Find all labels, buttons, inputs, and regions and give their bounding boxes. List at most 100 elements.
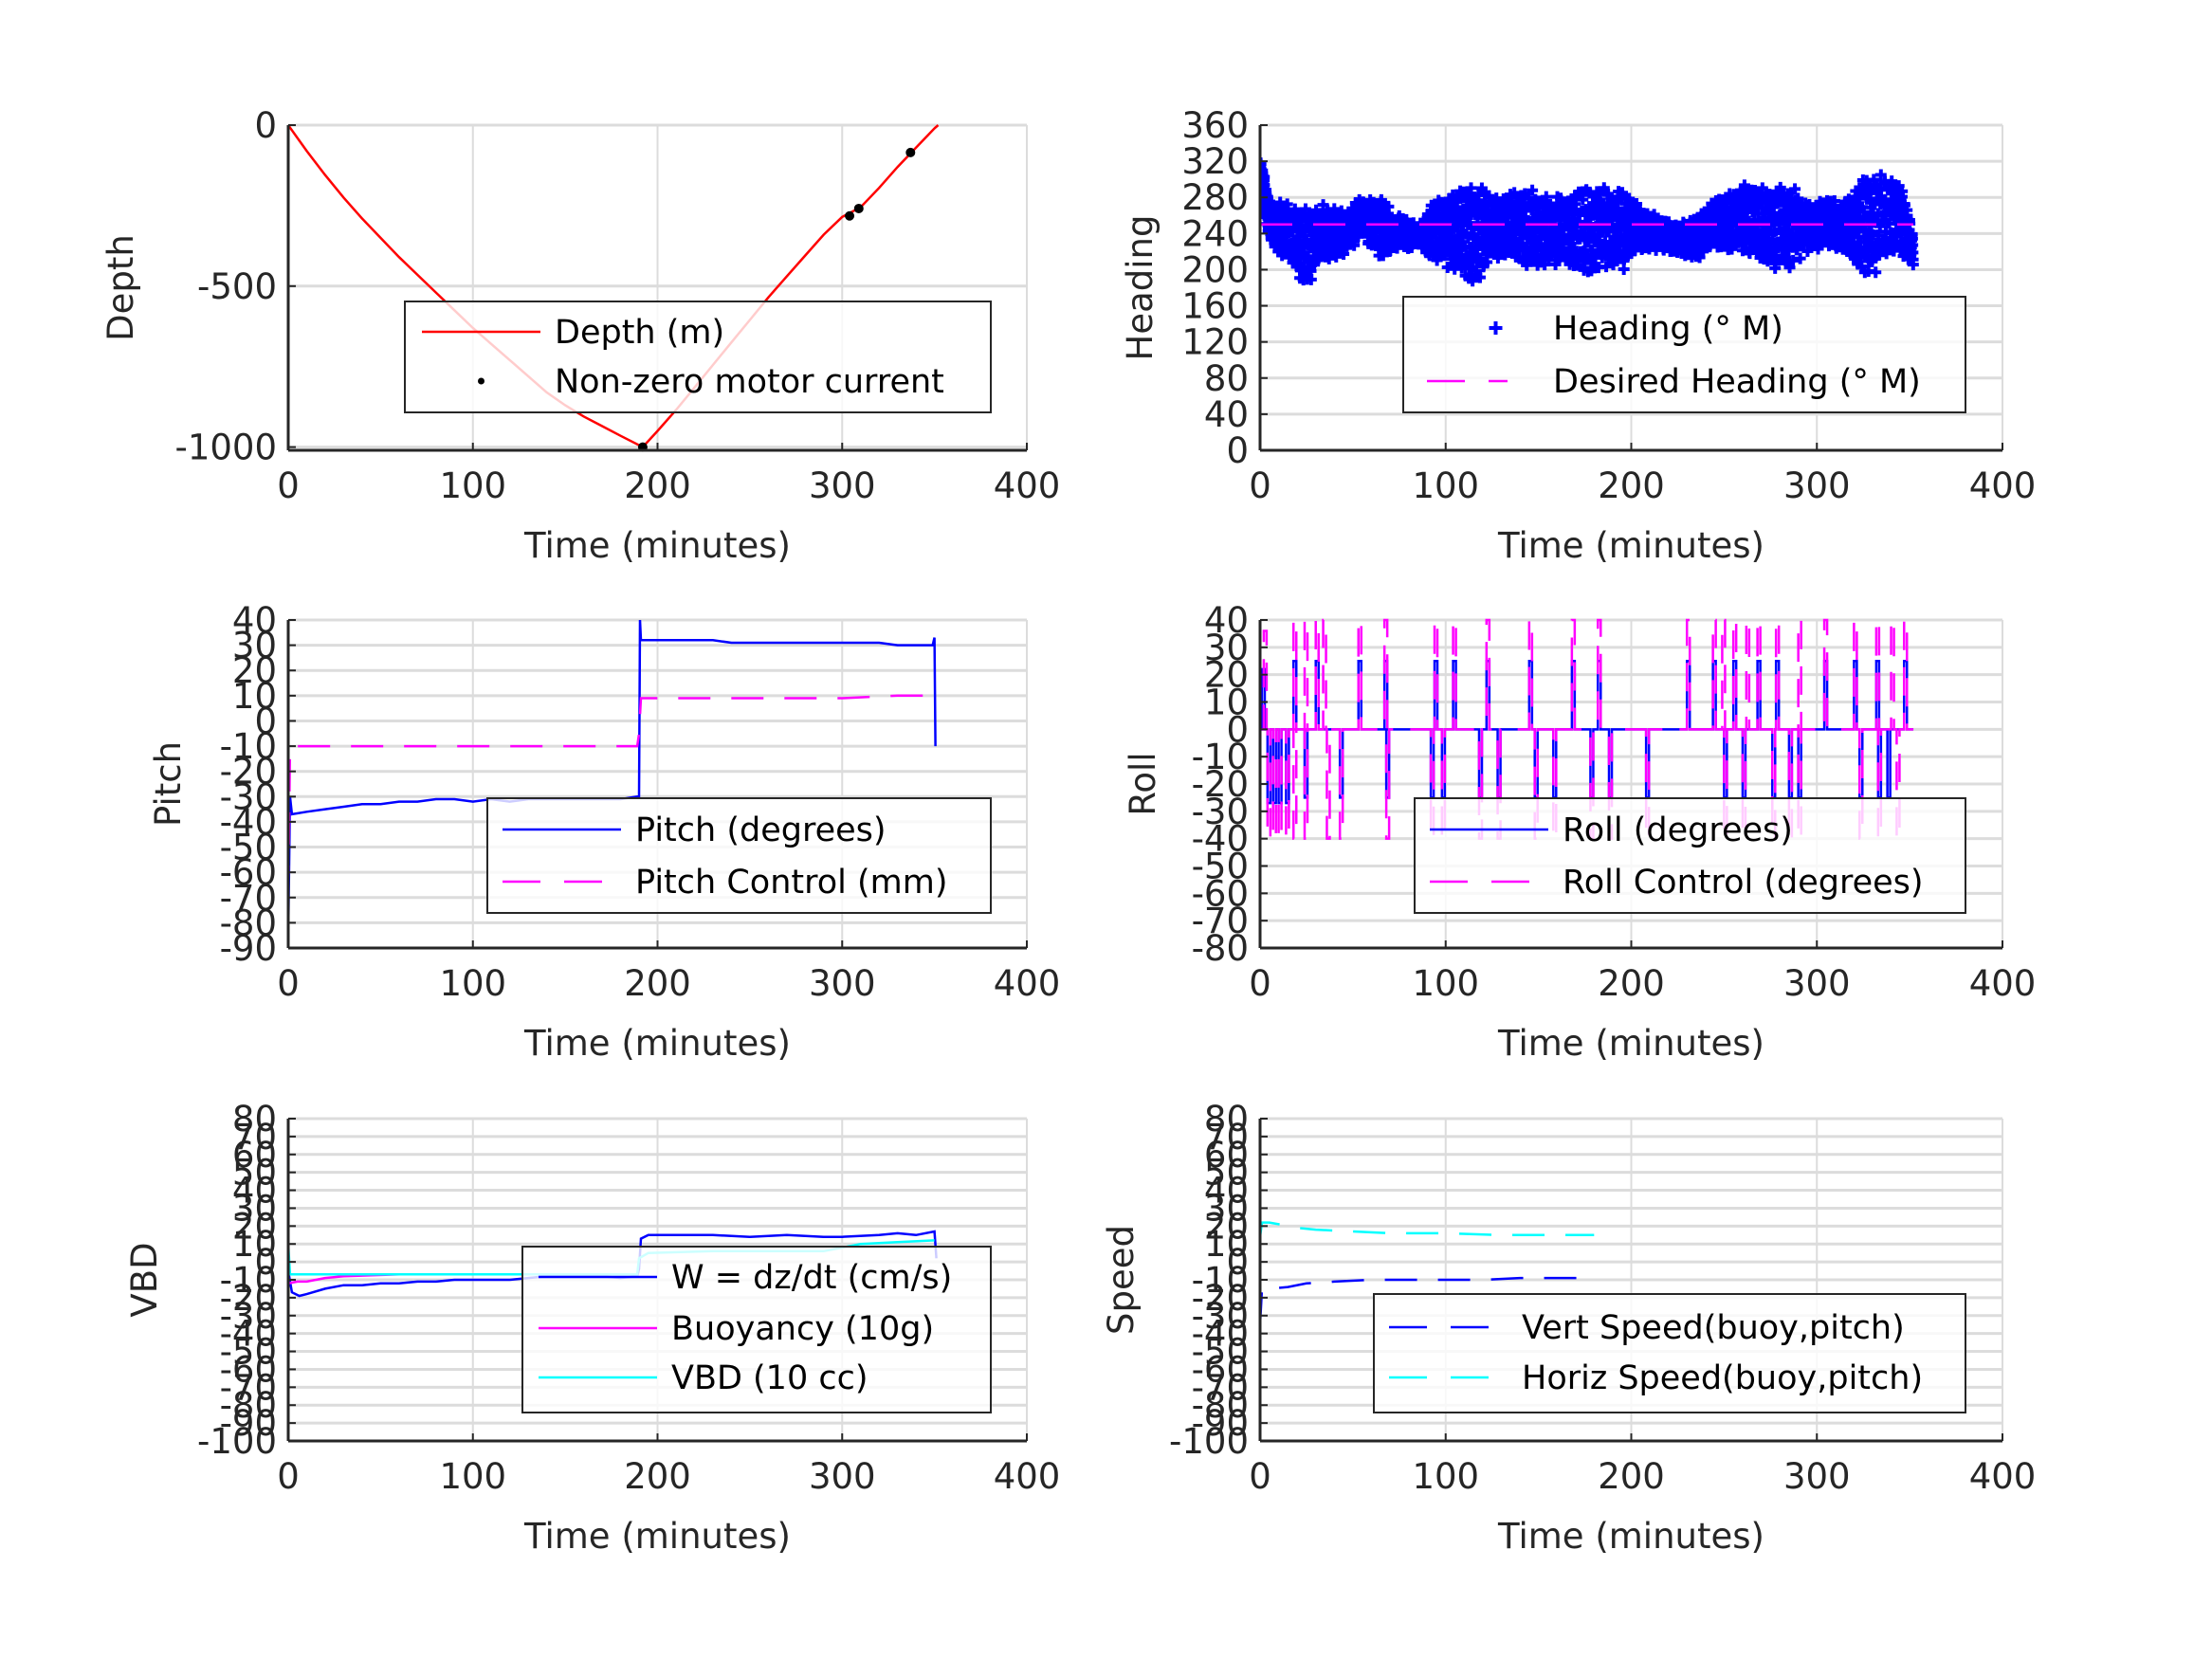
heading-marker — [1466, 221, 1478, 233]
y-tick-label: -20 — [1192, 764, 1249, 805]
y-tick-label: 10 — [232, 676, 277, 717]
x-tick-label: 400 — [994, 465, 1061, 506]
y-tick-label: -20 — [1192, 1278, 1249, 1319]
y-tick-label: -30 — [220, 1296, 277, 1337]
x-axis-label: Time (minutes) — [1497, 1023, 1764, 1064]
subplot-depth: 0 100 200 300 400 0 -500 -1000 Time (minutes) Dep… — [101, 105, 1060, 566]
y-tick-label: -10 — [1192, 737, 1249, 777]
legend-label: Desired Heading (° M) — [1553, 363, 1921, 401]
x-tick-label: 200 — [1598, 963, 1665, 1004]
x-tick-label: 0 — [1249, 465, 1271, 506]
plot-area — [1260, 618, 1914, 840]
legend: Pitch (degrees) Pitch Control (mm) — [486, 797, 992, 914]
heading-marker — [1526, 184, 1539, 196]
x-tick-label: 100 — [1412, 963, 1479, 1004]
heading-marker — [1299, 203, 1311, 215]
y-tick-label: 0 — [1226, 430, 1249, 471]
y-tick-label: -10 — [220, 726, 277, 767]
heading-marker — [1874, 169, 1887, 181]
heading-marker — [1382, 200, 1395, 212]
y-axis-label: Speed — [1101, 1225, 1142, 1335]
heading-marker — [1600, 261, 1613, 273]
heading-marker — [1888, 230, 1900, 243]
x-tick-label: 400 — [994, 1456, 1061, 1497]
subplot-speed: 0 100 200 300 40080706050403020100-10-20-30-… — [1101, 1099, 2036, 1557]
series-horiz-speed-buoy-pitch — [1260, 1221, 1595, 1237]
y-tick-label: 40 — [232, 1171, 277, 1212]
y-tick-label: 360 — [1181, 105, 1249, 146]
x-tick-label: 300 — [1783, 1456, 1851, 1497]
y-tick-label: -70 — [1192, 901, 1249, 941]
heading-marker — [1794, 252, 1806, 264]
y-tick-label: -40 — [220, 802, 277, 843]
heading-marker — [1528, 248, 1541, 261]
heading-marker — [1298, 262, 1310, 274]
heading-marker — [1787, 254, 1800, 266]
y-tick-label: 40 — [1204, 600, 1249, 641]
y-tick-label: 60 — [1204, 1135, 1249, 1176]
legend-label: Vert Speed(buoy,pitch) — [1522, 1309, 1905, 1347]
y-tick-label: 160 — [1181, 286, 1249, 327]
y-axis-label: Depth — [101, 234, 141, 341]
x-tick-label: 200 — [624, 1456, 691, 1497]
plot-area — [288, 619, 937, 936]
y-tick-label: -100 — [197, 1421, 277, 1462]
y-tick-label: 280 — [1181, 177, 1249, 218]
series-vert-speed-buoy-pitch — [1260, 1276, 1595, 1325]
y-tick-label: 70 — [1204, 1117, 1249, 1158]
y-tick-label: 40 — [1204, 394, 1249, 435]
legend-label: Pitch Control (mm) — [635, 864, 947, 902]
heading-marker — [1870, 266, 1882, 279]
y-tick-label: -30 — [1192, 792, 1249, 832]
legend-label: Heading (° M) — [1553, 310, 1783, 348]
y-tick-label: -40 — [1192, 819, 1249, 860]
y-tick-label: -50 — [1192, 847, 1249, 887]
heading-marker — [1586, 244, 1599, 256]
y-tick-label: 0 — [1226, 709, 1249, 750]
legend-marker — [1489, 321, 1503, 335]
y-tick-label: -10 — [220, 1260, 277, 1301]
y-tick-label: -80 — [1192, 1385, 1249, 1426]
y-tick-label: 120 — [1181, 322, 1249, 363]
y-tick-label: -80 — [220, 1385, 277, 1426]
y-tick-label: 20 — [232, 650, 277, 691]
series-roll-control-degrees — [1260, 618, 1914, 840]
legend-box — [404, 301, 992, 413]
legend-label: Buoyancy (10g) — [671, 1310, 934, 1348]
y-tick-label: 10 — [1204, 683, 1249, 723]
x-tick-label: 200 — [1598, 1456, 1665, 1497]
legend: Roll (degrees) Roll Control (degrees) — [1414, 797, 1966, 914]
legend-box — [486, 797, 992, 914]
y-axis-label: Roll — [1123, 752, 1163, 815]
y-tick-label: -10 — [1192, 1260, 1249, 1301]
y-tick-label: 50 — [232, 1153, 277, 1194]
y-tick-label: -60 — [220, 852, 277, 893]
x-tick-label: 200 — [1598, 465, 1665, 506]
heading-marker — [1338, 248, 1350, 261]
legend-box — [1402, 296, 1966, 413]
y-tick-label: 0 — [254, 105, 277, 146]
y-tick-label: -100 — [1169, 1421, 1249, 1462]
legend-label: Roll (degrees) — [1563, 811, 1793, 849]
motor-current-marker — [905, 147, 916, 157]
y-tick-label: -90 — [220, 1403, 277, 1444]
heading-marker — [1305, 273, 1317, 285]
heading-marker — [1564, 237, 1577, 249]
y-tick-label: 10 — [232, 1224, 277, 1265]
x-tick-label: 100 — [439, 465, 506, 506]
y-axis-label: VBD — [124, 1242, 165, 1317]
y-tick-label: -30 — [220, 776, 277, 817]
x-tick-label: 100 — [1412, 1456, 1479, 1497]
heading-marker — [1618, 264, 1630, 276]
x-tick-label: 100 — [439, 963, 506, 1004]
y-tick-label: 0 — [254, 701, 277, 741]
motor-current-marker — [853, 203, 864, 213]
y-tick-label: 40 — [232, 600, 277, 641]
y-axis-label: Pitch — [148, 741, 189, 827]
legend-label: Horiz Speed(buoy,pitch) — [1522, 1359, 1923, 1397]
y-tick-label: -500 — [197, 266, 277, 307]
y-tick-label: -60 — [1192, 1349, 1249, 1390]
x-tick-label: 300 — [809, 1456, 876, 1497]
y-tick-label: 80 — [1204, 358, 1249, 399]
